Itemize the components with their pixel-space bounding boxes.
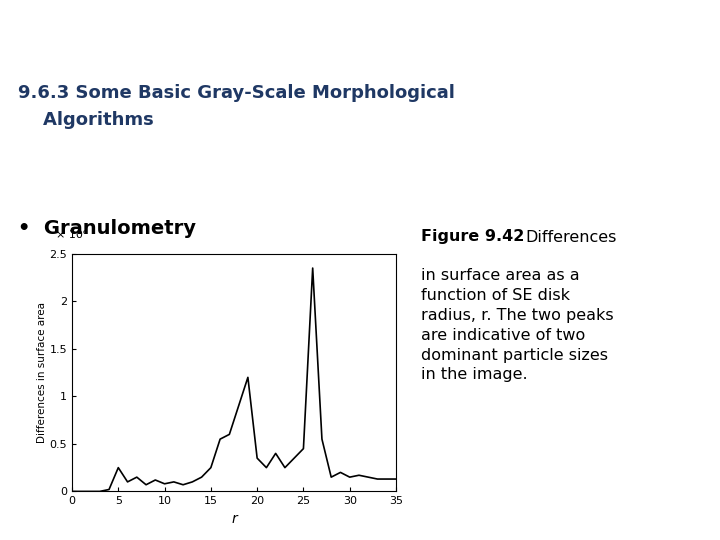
Text: 9.6.3 Some Basic Gray-Scale Morphological: 9.6.3 Some Basic Gray-Scale Morphologica… bbox=[18, 84, 455, 102]
X-axis label: r: r bbox=[231, 512, 237, 526]
Text: × 10⁶: × 10⁶ bbox=[56, 230, 87, 240]
Text: Algorithms: Algorithms bbox=[18, 111, 154, 129]
Text: in surface area as a
function of SE disk
radius, r. The two peaks
are indicative: in surface area as a function of SE disk… bbox=[421, 268, 614, 382]
Text: •  Granulometry: • Granulometry bbox=[18, 219, 196, 238]
Text: Differences: Differences bbox=[526, 230, 617, 245]
Text: Figure 9.42: Figure 9.42 bbox=[421, 230, 525, 245]
Y-axis label: Differences in surface area: Differences in surface area bbox=[37, 302, 47, 443]
